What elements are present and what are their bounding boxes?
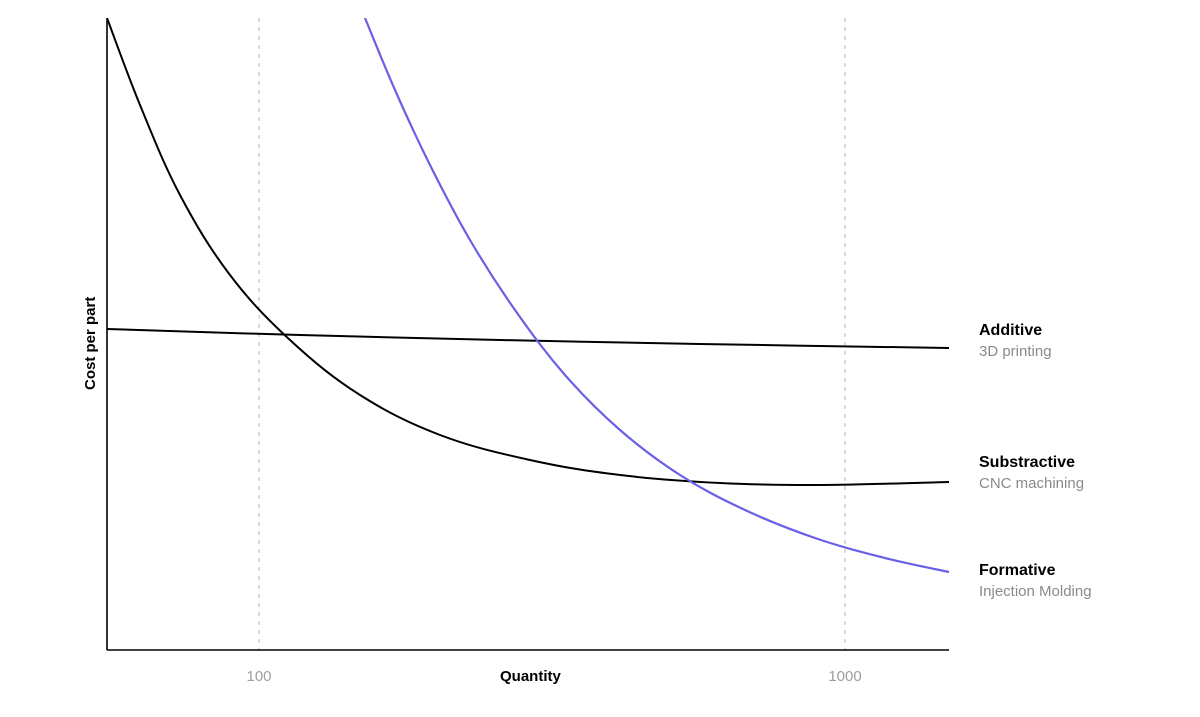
series-line-formative xyxy=(365,18,949,572)
x-tick-100: 100 xyxy=(246,668,271,685)
series-subtitle-formative: Injection Molding xyxy=(979,582,1092,602)
series-subtitle-substractive: CNC machining xyxy=(979,474,1084,494)
cost-vs-quantity-chart: Cost per part Quantity 100 1000 Additive… xyxy=(0,0,1200,717)
series-title-additive: Additive xyxy=(979,320,1052,342)
y-axis-label: Cost per part xyxy=(82,297,99,390)
series-label-additive: Additive 3D printing xyxy=(979,320,1052,362)
series-label-substractive: Substractive CNC machining xyxy=(979,452,1084,494)
series-title-formative: Formative xyxy=(979,560,1092,582)
series-label-formative: Formative Injection Molding xyxy=(979,560,1092,602)
series-subtitle-additive: 3D printing xyxy=(979,342,1052,362)
x-tick-1000: 1000 xyxy=(828,668,861,685)
series-line-additive xyxy=(107,329,949,348)
series-title-substractive: Substractive xyxy=(979,452,1084,474)
x-axis-label: Quantity xyxy=(500,668,561,685)
series-line-substractive xyxy=(107,18,949,485)
